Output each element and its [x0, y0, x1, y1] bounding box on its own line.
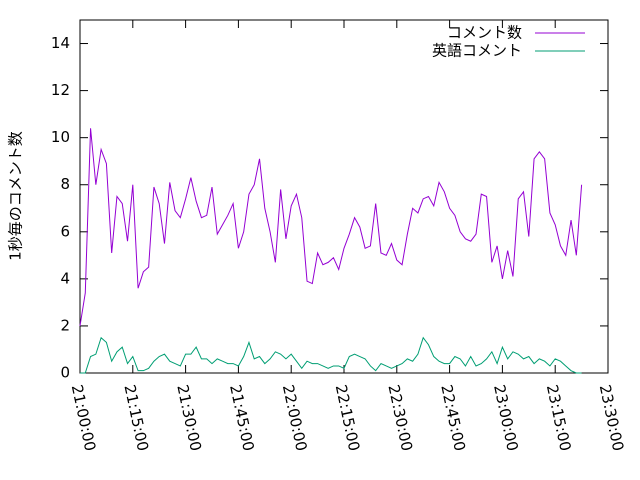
- x-tick-label: 21:30:00: [173, 383, 205, 453]
- x-tick-label: 23:30:00: [596, 383, 628, 453]
- y-tick-label: 12: [51, 81, 70, 99]
- series-line: [80, 336, 582, 374]
- y-tick-label: 6: [60, 222, 70, 240]
- series-line: [79, 128, 583, 327]
- y-tick-label: 14: [51, 34, 70, 52]
- legend-label: 英語コメント: [432, 42, 522, 60]
- y-axis-label: 1秒毎のコメント数: [7, 131, 25, 261]
- legend-label: コメント数: [447, 24, 522, 42]
- x-tick-label: 21:00:00: [68, 383, 100, 453]
- x-tick-label: 23:00:00: [490, 383, 522, 453]
- x-tick-label: 22:00:00: [279, 383, 311, 453]
- y-tick-label: 0: [60, 364, 70, 382]
- x-tick-label: 22:30:00: [384, 383, 416, 453]
- y-tick-label: 10: [51, 128, 70, 146]
- y-tick-label: 8: [60, 175, 70, 193]
- y-tick-label: 4: [60, 269, 70, 287]
- x-tick-label: 22:15:00: [332, 383, 364, 453]
- x-tick-label: 22:45:00: [437, 383, 469, 453]
- x-tick-label: 21:15:00: [120, 383, 152, 453]
- plot-frame: [79, 19, 609, 374]
- y-tick-label: 2: [60, 316, 70, 334]
- x-tick-label: 23:15:00: [543, 383, 575, 453]
- x-tick-label: 21:45:00: [226, 383, 258, 453]
